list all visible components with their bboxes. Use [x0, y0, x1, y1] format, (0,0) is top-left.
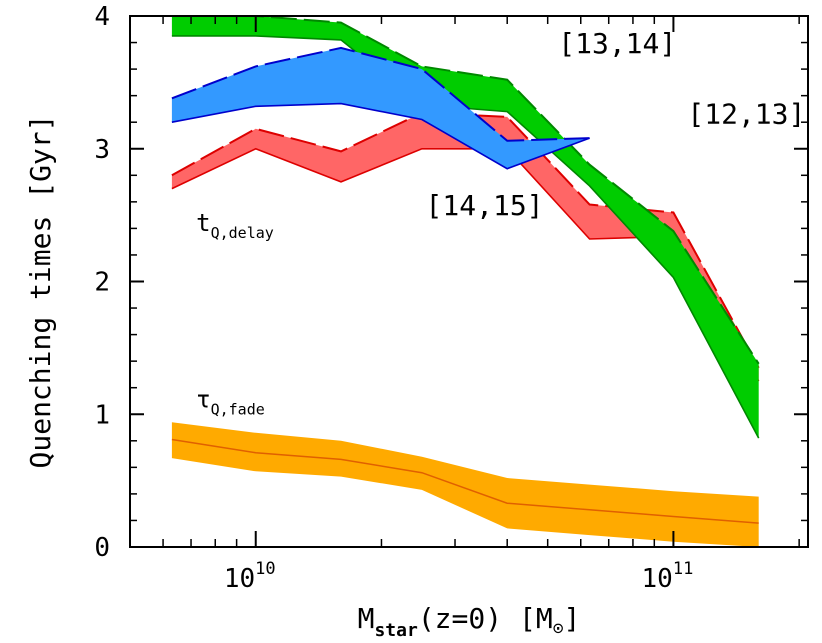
y-tick-label: 4: [94, 2, 110, 32]
band-12-13: [171, 47, 590, 169]
annotation-ann-14-15: [14,15]: [426, 189, 544, 222]
median-line-tau-q-fade: [171, 438, 759, 524]
upper-edge-13-14: [171, 16, 760, 365]
y-tick-label: 0: [94, 533, 110, 563]
x-tick-label: 1011: [642, 559, 694, 594]
band-13-14: [171, 16, 759, 439]
annotation-ann-13-14: [13,14]: [558, 27, 676, 60]
labels-layer: 0 1 2 3 4 1010 1011 Quenching times [Gyr] Mstar(…: [24, 2, 805, 641]
band-tau-q-fade: [171, 422, 759, 547]
annotation-ann-12-13: [12,13]: [687, 98, 805, 131]
bands-layer: [171, 16, 760, 547]
upper-edge-12-13: [171, 46, 590, 142]
y-tick-label: 3: [94, 135, 110, 165]
ticks-layer: [129, 15, 808, 548]
y-axis-label: Quenching times [Gyr]: [24, 114, 57, 468]
x-tick-label: 1010: [224, 559, 276, 594]
y-tick-label: 2: [94, 268, 110, 298]
bands-clip-group: [171, 16, 760, 547]
lower-edge-12-13: [171, 102, 590, 170]
annotation-ann-tdelay: tQ,delay: [196, 209, 274, 242]
x-axis-label: Mstar(z=0) [M⊙]: [358, 602, 581, 641]
y-tick-label: 1: [94, 400, 110, 430]
annotation-ann-taufade: τQ,fade: [196, 386, 265, 419]
